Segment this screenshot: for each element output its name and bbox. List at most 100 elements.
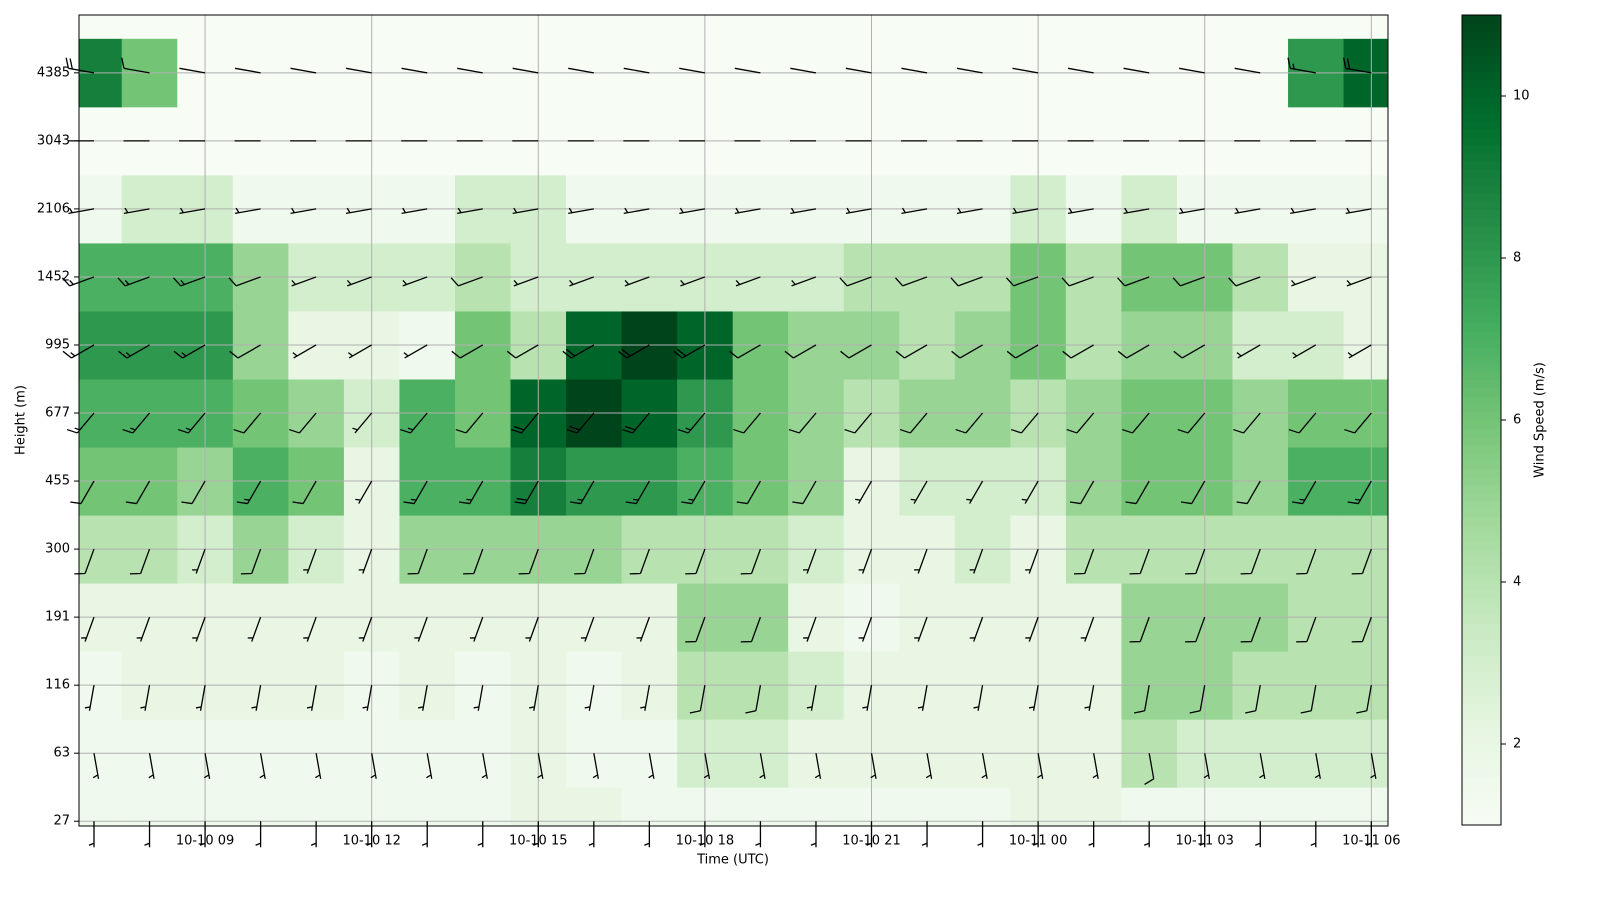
wind-barb <box>192 548 206 574</box>
colorbar-segment <box>1462 509 1501 518</box>
colorbar-segment <box>1462 379 1501 389</box>
wind-barb <box>901 67 928 74</box>
colorbar-segment <box>1462 436 1501 445</box>
colorbar-segment <box>1462 703 1501 713</box>
y-tick-label: 191 <box>45 610 70 625</box>
wind-barb <box>685 548 706 575</box>
wind-barb <box>673 344 706 359</box>
heat-cell <box>454 787 512 827</box>
colorbar-segment <box>1462 760 1501 769</box>
wind-barb <box>513 276 539 287</box>
wind-barb <box>345 67 372 74</box>
colorbar-segment <box>1462 622 1501 632</box>
y-tick-label: 995 <box>45 337 70 352</box>
wind-barb <box>870 753 877 779</box>
wind-barb <box>981 753 988 779</box>
colorbar-segment <box>1462 120 1501 129</box>
wind-barb <box>181 480 206 505</box>
wind-barb <box>233 412 262 434</box>
wind-barb <box>1173 344 1206 359</box>
colorbar-segment <box>1462 363 1501 372</box>
colorbar-segment <box>1462 752 1501 761</box>
colorbar-segment <box>1462 306 1501 316</box>
wind-barb <box>790 207 817 215</box>
wind-barb <box>473 685 484 711</box>
wind-barb <box>1296 548 1317 575</box>
colorbar-segment <box>1462 144 1501 154</box>
wind-barb <box>570 480 595 505</box>
wind-barb <box>914 616 928 642</box>
colorbar-segment <box>1462 525 1501 534</box>
wind-barb <box>315 753 322 779</box>
wind-barb <box>1069 480 1095 505</box>
wind-barb <box>1259 753 1266 779</box>
wind-barb <box>648 753 655 779</box>
wind-barb <box>234 207 261 215</box>
wind-barb <box>689 685 706 714</box>
wind-barb <box>62 344 95 359</box>
wind-barb <box>1296 616 1317 643</box>
wind-barb <box>426 753 433 779</box>
colorbar-segment <box>1462 258 1501 267</box>
wind-barb <box>400 412 428 434</box>
wind-barb <box>173 344 206 359</box>
wind-barb <box>355 480 373 504</box>
wind-barb <box>1345 207 1372 215</box>
wind-barb <box>623 207 650 215</box>
wind-barb <box>784 344 817 359</box>
wind-barb <box>370 753 377 779</box>
wind-barb <box>292 344 317 359</box>
wind-barb <box>1185 616 1206 643</box>
colorbar-segment <box>1462 646 1501 656</box>
wind-barb <box>629 548 650 575</box>
wind-barb <box>1123 67 1150 74</box>
wind-barb <box>914 548 928 574</box>
heat-cell <box>1288 787 1345 827</box>
wind-barb <box>1129 548 1150 575</box>
wind-barb <box>1117 344 1150 359</box>
wind-barb <box>414 616 428 642</box>
wind-barb <box>303 616 317 642</box>
wind-barb <box>759 753 766 779</box>
heat-cell <box>1065 787 1122 827</box>
wind-barb <box>511 412 539 434</box>
wind-barb <box>1144 753 1155 786</box>
heat-cell <box>79 787 123 827</box>
heat-cell <box>1232 787 1289 827</box>
wind-barb <box>136 616 151 642</box>
wind-barb <box>950 276 983 287</box>
colorbar-segment <box>1462 816 1501 826</box>
heat-cell <box>566 787 623 827</box>
colorbar-segment <box>1462 395 1501 405</box>
colorbar-segment <box>1462 735 1501 745</box>
wind-barb <box>74 548 95 575</box>
colorbar-tick-label: 8 <box>1513 251 1521 266</box>
wind-barb <box>1180 480 1206 505</box>
wind-barb <box>1347 480 1372 505</box>
y-tick-label: 300 <box>45 542 70 557</box>
colorbar-segment <box>1462 679 1501 688</box>
colorbar-segment <box>1462 160 1501 170</box>
wind-barb <box>790 67 817 74</box>
y-axis-label: Height (m) <box>14 385 29 455</box>
colorbar-segment <box>1462 63 1501 73</box>
wind-barb <box>617 344 650 359</box>
wind-barb <box>734 207 761 215</box>
colorbar-segment <box>1462 808 1501 818</box>
wind-barb <box>1172 276 1205 287</box>
wind-barb <box>955 412 984 434</box>
wind-barb <box>403 480 428 505</box>
wind-barb <box>733 412 761 434</box>
colorbar-segment <box>1462 71 1501 81</box>
colorbar-segment <box>1462 55 1501 65</box>
wind-barb <box>192 616 206 642</box>
wind-barb <box>1021 480 1039 504</box>
colorbar-segment <box>1462 233 1501 243</box>
wind-barb <box>228 276 261 287</box>
wind-barb <box>529 685 539 711</box>
wind-barb <box>894 276 928 287</box>
wind-barb <box>734 67 761 74</box>
wind-barb <box>803 616 817 642</box>
colorbar-segment <box>1462 168 1501 178</box>
colorbar-segment <box>1462 744 1501 753</box>
